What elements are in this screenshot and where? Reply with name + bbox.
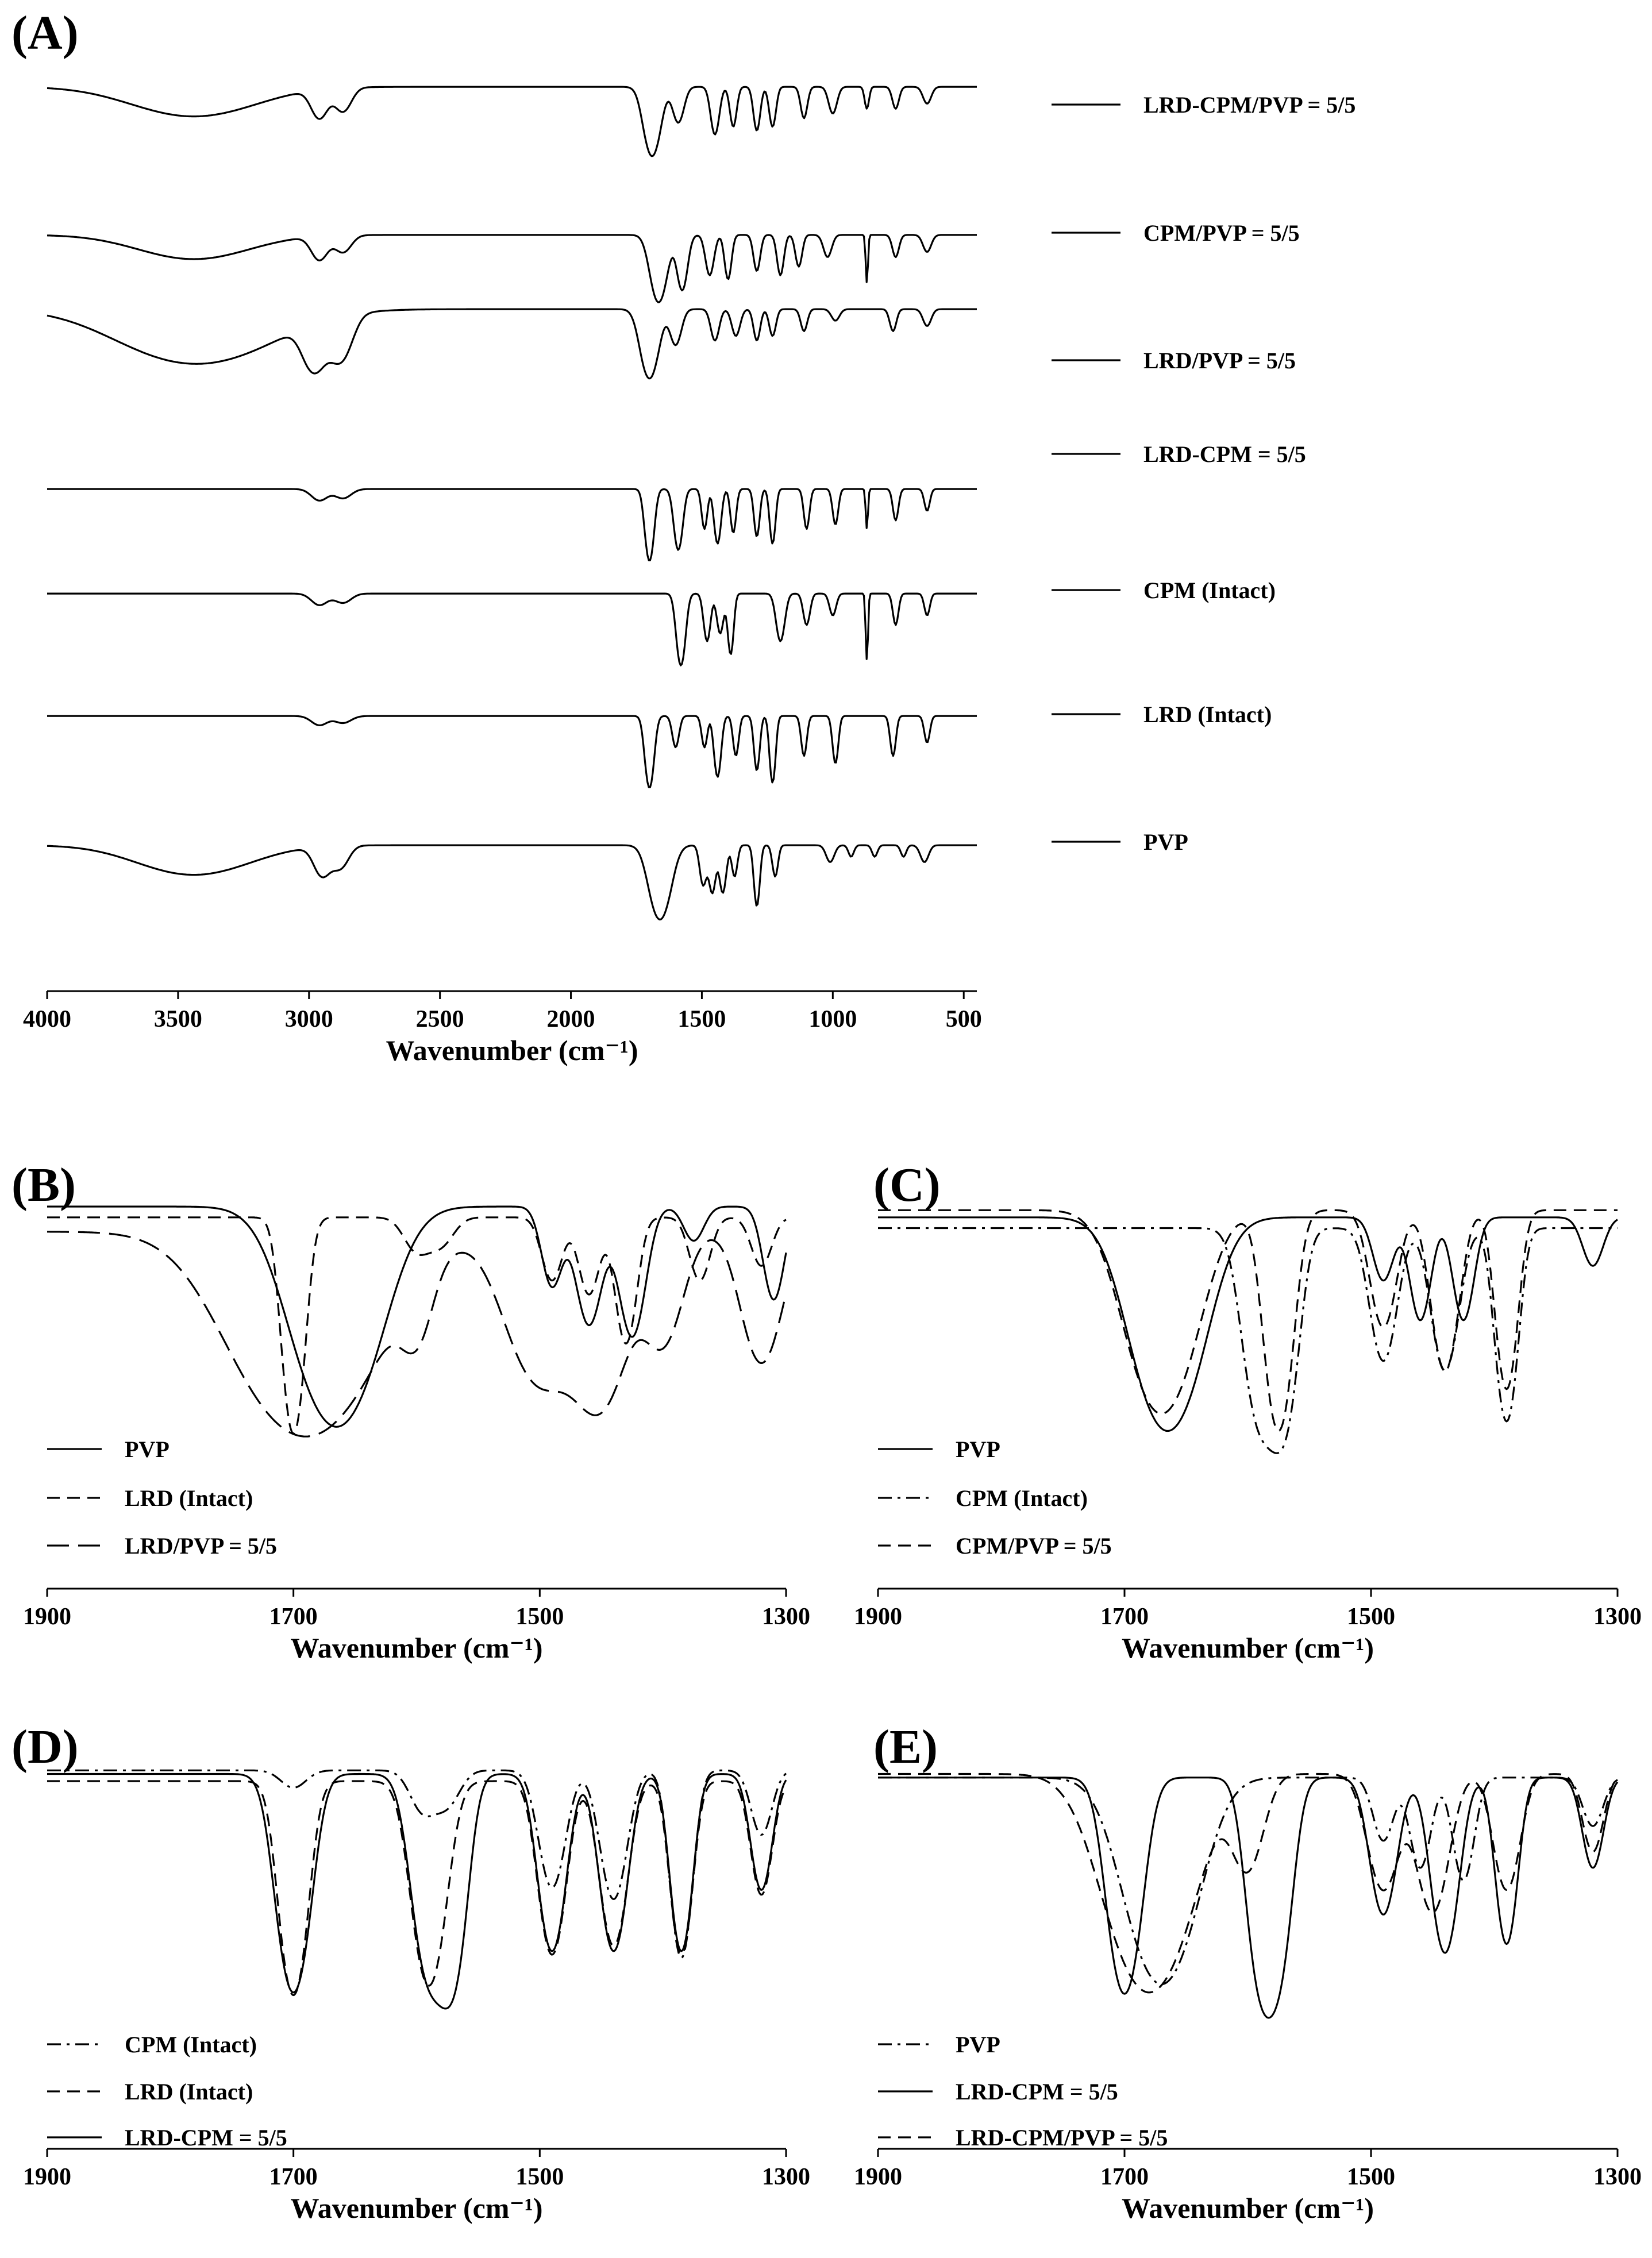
series-line-lrd-pvp-5-5: [47, 1231, 787, 1438]
x-tick-label: 1300: [1593, 2164, 1642, 2190]
legend-label: PVP: [956, 1436, 1000, 1462]
legend-label: LRD-CPM = 5/5: [1143, 441, 1306, 467]
x-axis-title: Wavenumber (cm⁻¹): [1122, 2192, 1374, 2224]
legend-label: PVP: [956, 2032, 1000, 2057]
series-line-lrd-intact: [47, 715, 977, 788]
panel-d: (D) 1900 1700 1500 1300 Wavenumber (cm⁻¹) CPM …: [11, 1720, 810, 2224]
series-line-cpm-intact: [878, 1227, 1618, 1454]
legend-item: LRD (Intact): [47, 1485, 253, 1511]
legend-label: LRD-CPM = 5/5: [125, 2125, 287, 2151]
x-tick-label: 500: [946, 1006, 982, 1032]
x-tick-label: 1500: [515, 1604, 564, 1630]
panel-a: (A) 4000 3500 3000 2500 2000 1500 1000 500 Wavenu…: [11, 6, 1356, 1066]
panels-container: (A) 4000 3500 3000 2500 2000 1500 1000 500 Wavenu…: [11, 6, 1642, 2224]
legend-item: PVP: [47, 1436, 170, 1462]
x-tick-label: 1500: [515, 2164, 564, 2190]
legend-label: LRD (Intact): [1143, 702, 1272, 727]
legend-label: CPM (Intact): [125, 2032, 257, 2057]
x-tick-label: 1500: [677, 1006, 726, 1032]
panel-c: (C) 1900 1700 1500 1300 Wavenumber (cm⁻¹) PVP C…: [854, 1158, 1642, 1664]
legend-item: CPM/PVP = 5/5: [878, 1533, 1112, 1559]
legend-label: PVP: [125, 1436, 170, 1462]
legend-label: LRD-CPM/PVP = 5/5: [956, 2125, 1168, 2151]
x-tick-label: 1900: [854, 1604, 902, 1630]
x-tick-label: 1900: [23, 2164, 71, 2190]
x-tick-label: 1300: [762, 1604, 810, 1630]
legend-label: LRD/PVP = 5/5: [125, 1533, 277, 1559]
x-axis-title: Wavenumber (cm⁻¹): [1122, 1632, 1374, 1664]
series-line-cpm-pvp-5-5: [47, 234, 977, 303]
panel-label: (C): [873, 1158, 941, 1212]
panel-e: (E) 1900 1700 1500 1300 Wavenumber (cm⁻¹) PVP L…: [854, 1720, 1642, 2224]
series-line-pvp: [47, 1205, 787, 1428]
x-tick-label: 1700: [269, 2164, 318, 2190]
x-tick-label: 3500: [154, 1006, 202, 1032]
legend-item: CPM (Intact): [878, 1485, 1088, 1511]
legend-item: LRD-CPM/PVP = 5/5: [1052, 92, 1356, 118]
legend-item: LRD (Intact): [1052, 702, 1272, 727]
series-line-lrd-cpm-5-5: [47, 488, 977, 561]
x-tick-label: 1900: [23, 1604, 71, 1630]
panel-label: (A): [11, 6, 79, 60]
legend-label: CPM (Intact): [1143, 577, 1276, 603]
panel-label: (B): [11, 1158, 76, 1212]
legend-item: LRD (Intact): [47, 2079, 253, 2105]
series-line-lrd-cpm-pvp-5-5: [47, 86, 977, 157]
series-line-pvp: [47, 844, 977, 920]
series-line-lrd-intact: [47, 1780, 787, 1997]
x-tick-label: 1000: [808, 1006, 857, 1032]
legend-item: LRD/PVP = 5/5: [1052, 348, 1296, 373]
panel-b: (B) 1900 1700 1500 1300 Wavenumber (cm⁻¹) PVP L…: [11, 1158, 810, 1664]
series-line-lrd-intact: [47, 1216, 787, 1435]
series-line-pvp: [878, 1216, 1618, 1432]
series-line-lrd-cpm-5-5: [878, 1777, 1619, 2019]
x-tick-label: 2000: [547, 1006, 595, 1032]
series-line-lrd-pvp-5-5: [47, 308, 977, 380]
legend-item: LRD-CPM = 5/5: [878, 2079, 1118, 2105]
legend-item: CPM (Intact): [1052, 577, 1276, 603]
x-tick-label: 1900: [854, 2164, 902, 2190]
series-line-lrd-cpm-pvp-5-5: [878, 1773, 1619, 1994]
legend-item: PVP: [878, 2032, 1000, 2057]
x-axis-title: Wavenumber (cm⁻¹): [290, 1632, 542, 1664]
legend-item: LRD-CPM = 5/5: [47, 2125, 287, 2151]
legend-item: CPM/PVP = 5/5: [1052, 220, 1300, 246]
x-tick-label: 2500: [416, 1006, 464, 1032]
x-tick-label: 1700: [1100, 1604, 1149, 1630]
panel-label: (D): [11, 1720, 79, 1774]
x-tick-label: 1500: [1347, 1604, 1395, 1630]
panel-label: (E): [873, 1720, 938, 1774]
x-axis-title: Wavenumber (cm⁻¹): [290, 2192, 542, 2224]
legend-label: CPM/PVP = 5/5: [956, 1533, 1112, 1559]
series-line-cpm-pvp-5-5: [878, 1209, 1618, 1432]
legend-label: LRD/PVP = 5/5: [1143, 348, 1296, 373]
x-tick-label: 1300: [762, 2164, 810, 2190]
series-line-cpm-intact: [47, 592, 977, 666]
x-tick-label: 1700: [1100, 2164, 1149, 2190]
legend-item: PVP: [1052, 829, 1188, 855]
series-line-lrd-cpm-5-5: [47, 1773, 787, 2010]
legend-item: PVP: [878, 1436, 1000, 1462]
legend-label: CPM (Intact): [956, 1485, 1088, 1511]
legend-item: LRD-CPM = 5/5: [1052, 441, 1306, 467]
legend-item: LRD/PVP = 5/5: [47, 1533, 277, 1559]
legend-label: PVP: [1143, 829, 1188, 855]
legend-label: CPM/PVP = 5/5: [1143, 220, 1300, 246]
legend-item: LRD-CPM/PVP = 5/5: [878, 2125, 1168, 2151]
x-tick-label: 1500: [1347, 2164, 1395, 2190]
x-tick-label: 4000: [23, 1006, 71, 1032]
x-tick-label: 3000: [285, 1006, 333, 1032]
legend-label: LRD-CPM/PVP = 5/5: [1143, 92, 1356, 118]
legend-item: CPM (Intact): [47, 2032, 257, 2057]
legend-label: LRD-CPM = 5/5: [956, 2079, 1118, 2105]
x-axis-title: Wavenumber (cm⁻¹): [386, 1034, 638, 1066]
x-tick-label: 1700: [269, 1604, 318, 1630]
x-tick-label: 1300: [1593, 1604, 1642, 1630]
legend-label: LRD (Intact): [125, 1485, 253, 1511]
legend-label: LRD (Intact): [125, 2079, 253, 2105]
